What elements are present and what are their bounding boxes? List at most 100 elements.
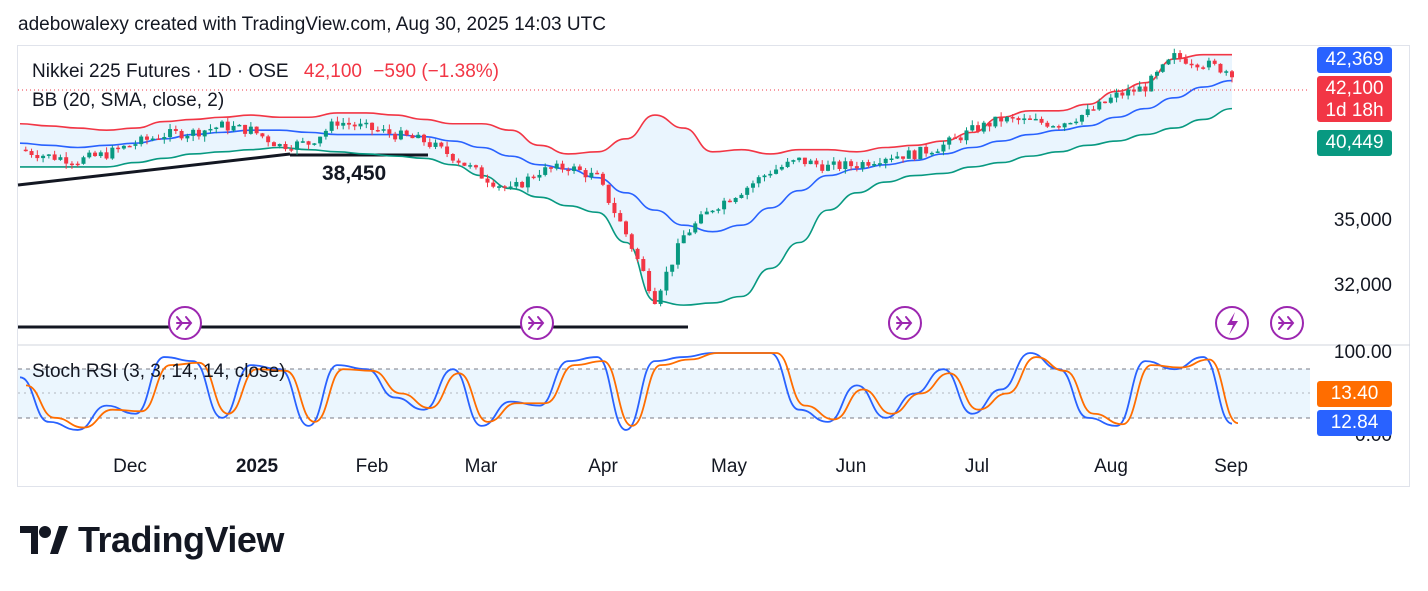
candle-body bbox=[381, 129, 386, 131]
time-axis-label: 2025 bbox=[235, 456, 279, 477]
candle bbox=[52, 150, 57, 161]
candle bbox=[1033, 113, 1038, 121]
candle-body bbox=[1103, 101, 1108, 104]
candle bbox=[422, 133, 426, 146]
candle-body bbox=[704, 211, 709, 215]
candle-body bbox=[81, 157, 86, 164]
candle-body bbox=[1172, 53, 1177, 60]
candle bbox=[641, 256, 646, 272]
symbol-legend[interactable]: Nikkei 225 Futures · 1D · OSE 42,100 −59… bbox=[32, 61, 499, 83]
candle bbox=[473, 164, 478, 170]
candle bbox=[196, 127, 201, 140]
earnings-event-icon[interactable] bbox=[1215, 306, 1249, 340]
candle-body bbox=[243, 124, 248, 134]
candle bbox=[964, 127, 969, 145]
candle-body bbox=[35, 155, 40, 159]
candle-body bbox=[1028, 118, 1032, 120]
candle-body bbox=[225, 121, 230, 131]
candle-body bbox=[877, 163, 882, 165]
candle bbox=[58, 154, 63, 161]
candle bbox=[1172, 48, 1177, 64]
candle bbox=[312, 142, 317, 146]
candle bbox=[624, 220, 628, 237]
candle-body bbox=[537, 174, 542, 178]
candle-body bbox=[566, 169, 571, 172]
candle-body bbox=[889, 158, 894, 161]
candle-body bbox=[450, 154, 455, 161]
symbol-name: Nikkei 225 Futures · 1D · OSE bbox=[32, 61, 289, 82]
candle bbox=[849, 159, 854, 171]
last-price-tag-value: 42,100 bbox=[1325, 78, 1384, 99]
candle-body bbox=[1126, 89, 1131, 96]
candle-body bbox=[808, 160, 813, 165]
candle-body bbox=[785, 161, 790, 167]
candle-body bbox=[508, 186, 513, 189]
candle bbox=[381, 125, 386, 133]
candle-body bbox=[150, 138, 155, 141]
event-arrow bbox=[176, 316, 193, 330]
candle-body bbox=[1079, 114, 1084, 122]
candle bbox=[370, 122, 375, 136]
price-axis-label: 32,000 bbox=[1333, 275, 1392, 296]
candle-body bbox=[410, 135, 415, 139]
candle bbox=[872, 161, 877, 168]
candle bbox=[225, 117, 230, 135]
candle bbox=[820, 160, 825, 174]
candle-body bbox=[525, 176, 530, 188]
candle-body bbox=[104, 152, 109, 159]
candle-body bbox=[1149, 75, 1154, 92]
candle bbox=[439, 141, 444, 149]
candle bbox=[606, 184, 611, 205]
candle-body bbox=[168, 129, 173, 138]
ascending-trendline bbox=[17, 152, 291, 187]
candle bbox=[1160, 63, 1165, 73]
candle-body bbox=[797, 157, 802, 161]
candle bbox=[139, 134, 144, 147]
candle-body bbox=[266, 136, 271, 143]
candle-body bbox=[1062, 123, 1067, 128]
candle-body bbox=[185, 135, 190, 139]
candle-body bbox=[693, 223, 698, 233]
candle bbox=[329, 118, 334, 134]
candle-body bbox=[162, 137, 167, 140]
candle bbox=[479, 165, 484, 179]
candle-body bbox=[468, 165, 473, 167]
candle-body bbox=[352, 124, 357, 127]
stoch-legend[interactable]: Stoch RSI (3, 3, 14, 14, close) bbox=[32, 361, 286, 382]
candle-body bbox=[1201, 67, 1206, 69]
candle-body bbox=[947, 137, 952, 145]
candle-body bbox=[473, 165, 478, 168]
candle bbox=[1079, 114, 1084, 125]
candle bbox=[935, 148, 940, 154]
candle-body bbox=[323, 130, 328, 137]
candle-body bbox=[895, 156, 900, 159]
candle bbox=[1028, 115, 1032, 120]
candle-body bbox=[202, 130, 207, 137]
candle-body bbox=[774, 169, 779, 174]
candle bbox=[243, 124, 248, 137]
candle bbox=[502, 185, 507, 192]
candle bbox=[699, 211, 704, 225]
last-price-value: 42,100 bbox=[303, 61, 362, 82]
bb-legend[interactable]: BB (20, SMA, close, 2) bbox=[32, 90, 225, 111]
event-arrow bbox=[1278, 316, 1295, 330]
candle-body bbox=[1045, 122, 1050, 127]
candle-body bbox=[675, 243, 680, 265]
dividend-event-icon[interactable] bbox=[168, 306, 202, 340]
candle-body bbox=[826, 164, 830, 171]
candle-body bbox=[595, 172, 600, 175]
chart-frame[interactable] bbox=[17, 45, 1410, 487]
candle-body bbox=[416, 134, 421, 139]
candle bbox=[393, 131, 398, 142]
candle-body bbox=[606, 184, 611, 203]
candle-body bbox=[1183, 58, 1188, 64]
candle bbox=[231, 121, 236, 132]
candle-body bbox=[29, 151, 34, 156]
candle bbox=[35, 150, 40, 162]
dividend-event-icon[interactable] bbox=[888, 306, 922, 340]
tradingview-logo[interactable]: TradingView bbox=[20, 518, 284, 562]
dividend-event-icon[interactable] bbox=[1270, 306, 1304, 340]
dividend-event-icon[interactable] bbox=[520, 306, 554, 340]
candle-body bbox=[1120, 92, 1125, 96]
